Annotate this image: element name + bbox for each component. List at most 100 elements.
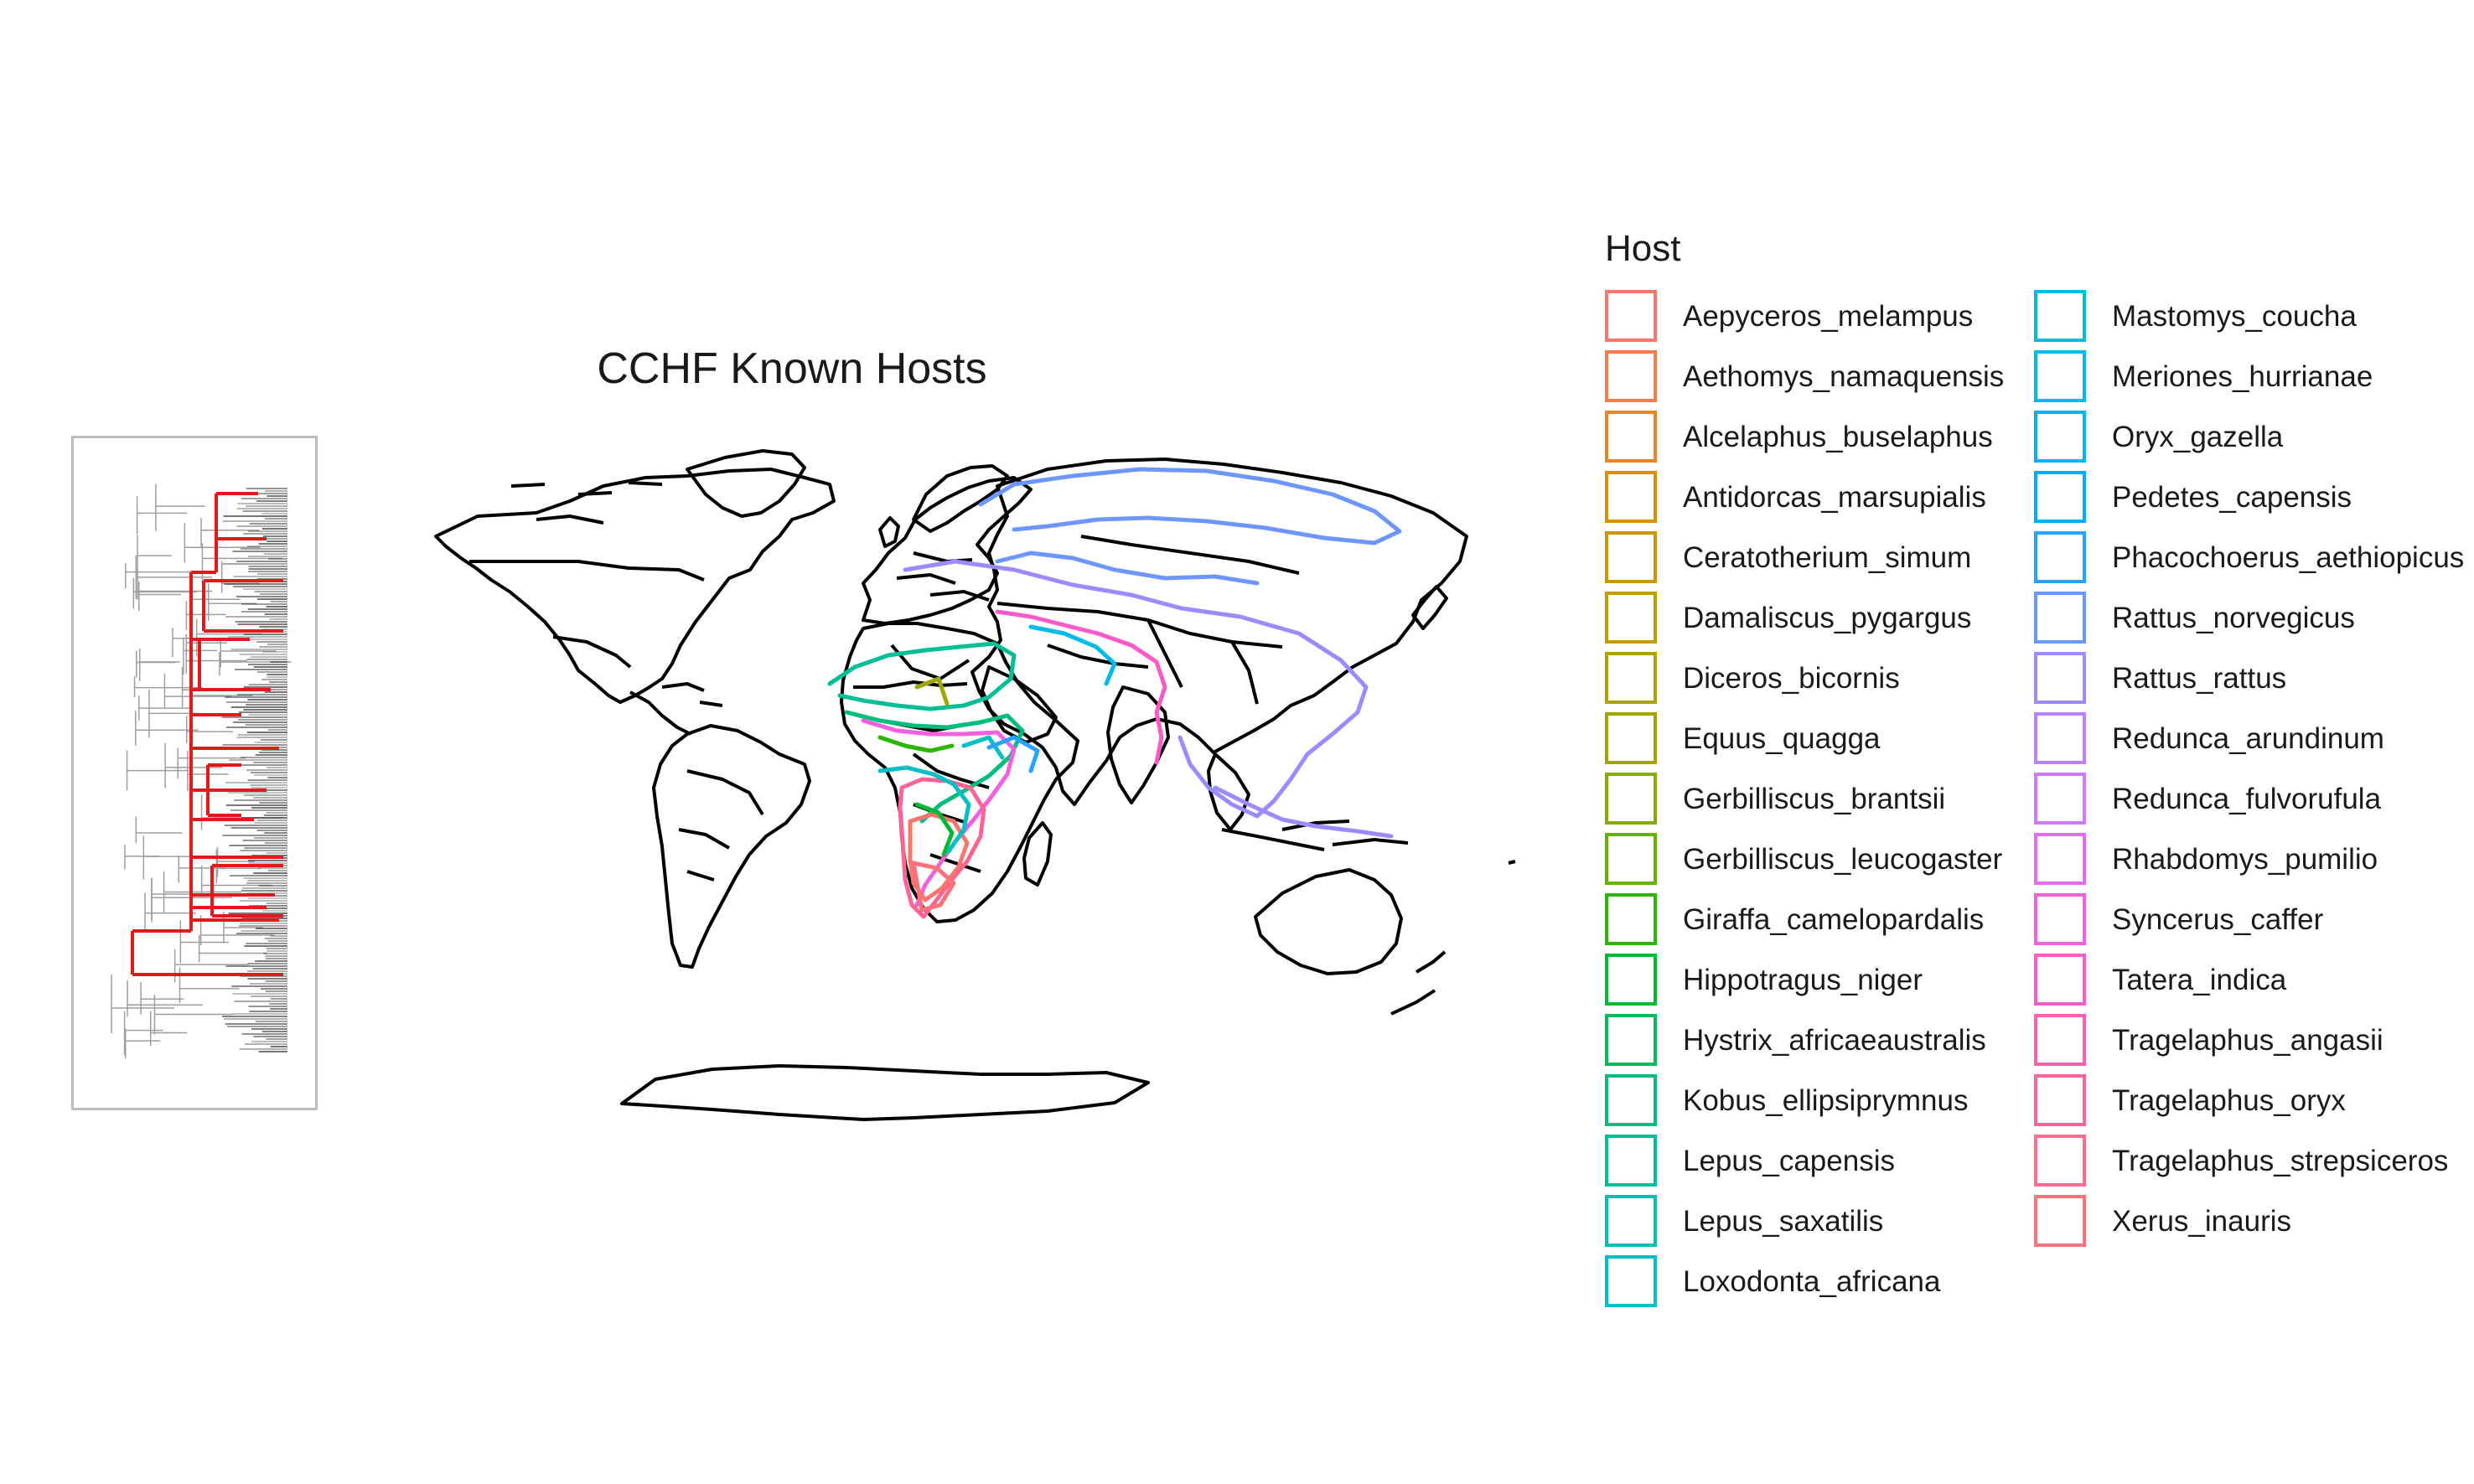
africa-borders <box>853 644 990 873</box>
legend-item-label: Lepus_saxatilis <box>1683 1205 1884 1238</box>
world-map[interactable] <box>411 436 1534 1131</box>
arabian-peninsula-outline <box>981 665 1058 744</box>
legend-key-swatch <box>2034 893 2086 945</box>
legend-key-swatch <box>1605 531 1657 583</box>
range-giraffa <box>877 735 955 753</box>
legend-item-label: Xerus_inauris <box>2112 1205 2291 1238</box>
legend-item-label: Syncerus_caffer <box>2112 903 2324 936</box>
legend-key-swatch <box>2034 411 2086 463</box>
legend-item-label: Tatera_indica <box>2112 964 2287 996</box>
legend-item-label: Hystrix_africaeaustralis <box>1683 1024 1986 1057</box>
range-rattus-rattus <box>903 559 1369 819</box>
legend-key-swatch <box>1605 773 1657 825</box>
legend-item-label: Pedetes_capensis <box>2112 481 2352 514</box>
range-rattus-rattus-b <box>1213 785 1394 839</box>
legend-item-label: Meriones_hurrianae <box>2112 360 2373 393</box>
legend-item-label: Diceros_bicornis <box>1683 662 1900 695</box>
legend-item-label: Tragelaphus_strepsiceros <box>2112 1145 2449 1177</box>
legend-item-label: Lepus_capensis <box>1683 1145 1895 1177</box>
central-america-outline <box>629 690 691 736</box>
legend-item-label: Redunca_arundinum <box>2112 722 2384 755</box>
range-meriones <box>1028 624 1117 686</box>
north-america-inner-lines <box>510 481 663 525</box>
legend-key-swatch <box>2034 350 2086 402</box>
legend-key-swatch <box>1605 893 1657 945</box>
legend-item-label: Kobus_ellipsiprymnus <box>1683 1084 1969 1117</box>
legend-item-label: Loxodonta_africana <box>1683 1265 1941 1298</box>
south-america-outline <box>652 724 811 969</box>
legend-key-swatch <box>2034 652 2086 704</box>
legend-key-swatch <box>2034 773 2086 825</box>
legend-key-swatch <box>1605 652 1657 704</box>
madagascar-outline <box>1022 821 1053 887</box>
uk-outline <box>878 516 900 548</box>
range-tatera-indica <box>995 609 1167 765</box>
legend-item-label: Gerbilliscus_leucogaster <box>1683 843 2003 876</box>
phylogenetic-tree <box>111 483 292 1059</box>
south-america-borders <box>678 769 764 882</box>
legend-key-swatch <box>1605 411 1657 463</box>
legend-key-swatch <box>2034 531 2086 583</box>
usa-mexico-border <box>552 635 632 669</box>
legend-item-label: Antidorcas_marsupialis <box>1683 481 1986 514</box>
legend-item-label: Mastomys_coucha <box>2112 300 2357 333</box>
legend-item-label: Rattus_norvegicus <box>2112 602 2355 634</box>
range-syncerus <box>861 718 1017 907</box>
legend-item-label: Hippotragus_niger <box>1683 964 1923 996</box>
phylogenetic-tree-panel[interactable] <box>71 436 318 1110</box>
legend-key-swatch <box>1605 350 1657 402</box>
legend-item-label: Aepyceros_melampus <box>1683 300 1974 333</box>
legend-item-label: Damaliscus_pygargus <box>1683 602 1972 634</box>
japan-outline <box>1411 585 1448 630</box>
legend-key-swatch <box>2034 1135 2086 1187</box>
legend-key-swatch <box>2034 833 2086 885</box>
small-island <box>1508 860 1516 865</box>
legend-key-swatch <box>2034 471 2086 523</box>
range-lepus-capensis <box>827 641 1017 711</box>
caribbean-outline <box>661 682 723 707</box>
legend-item-label: Rattus_rattus <box>2112 662 2287 695</box>
europe-borders <box>896 551 990 602</box>
legend-key-swatch <box>1605 954 1657 1006</box>
canada-border <box>469 560 705 582</box>
africa-outline <box>840 622 1079 923</box>
legend-item-label: Equus_quagga <box>1683 722 1881 755</box>
legend-key-swatch <box>2034 592 2086 644</box>
india-outline <box>1106 685 1170 804</box>
legend-key-swatch <box>2034 1014 2086 1066</box>
range-tragelaphus <box>898 777 986 919</box>
range-phacochoerus <box>986 735 1040 773</box>
legend-key-swatch <box>2034 1195 2086 1247</box>
legend-title: Host <box>1605 228 1681 269</box>
greenland-outline <box>686 449 806 518</box>
legend-key-swatch <box>1605 712 1657 764</box>
legend-item-label: Tragelaphus_angasii <box>2112 1024 2383 1057</box>
legend-key-swatch <box>1605 471 1657 523</box>
range-rattus-norvegicus <box>978 467 1402 546</box>
range-hippotragus <box>914 802 955 857</box>
new-zealand-outline <box>1390 950 1447 1016</box>
country-outlines <box>434 449 1516 1121</box>
legend-item-label: Phacochoerus_aethiopicus <box>2112 541 2465 574</box>
legend-key-swatch <box>2034 712 2086 764</box>
australia-outline <box>1254 868 1403 975</box>
north-america-outline <box>434 468 836 704</box>
map-title: CCHF Known Hosts <box>597 344 987 393</box>
legend-key-swatch <box>2034 954 2086 1006</box>
tree-grey-branches <box>111 483 292 1059</box>
legend-item-label: Gerbilliscus_brantsii <box>1683 783 1946 815</box>
asia-borders <box>996 535 1300 705</box>
legend-key-swatch <box>1605 592 1657 644</box>
legend-item-label: Rhabdomys_pumilio <box>2112 843 2378 876</box>
range-equus <box>914 676 950 706</box>
legend-key-swatch <box>2034 290 2086 342</box>
legend-key-swatch <box>2034 1074 2086 1126</box>
range-kobus <box>844 710 1025 824</box>
legend-item-label: Aethomys_namaquensis <box>1683 360 2005 393</box>
legend-key-swatch <box>1605 1014 1657 1066</box>
legend-key-swatch <box>1605 290 1657 342</box>
tree-highlighted-clades <box>131 492 283 976</box>
legend-key-swatch <box>1605 1074 1657 1126</box>
legend-item-label: Oryx_gazella <box>2112 421 2284 453</box>
antarctica-outline <box>620 1064 1150 1121</box>
